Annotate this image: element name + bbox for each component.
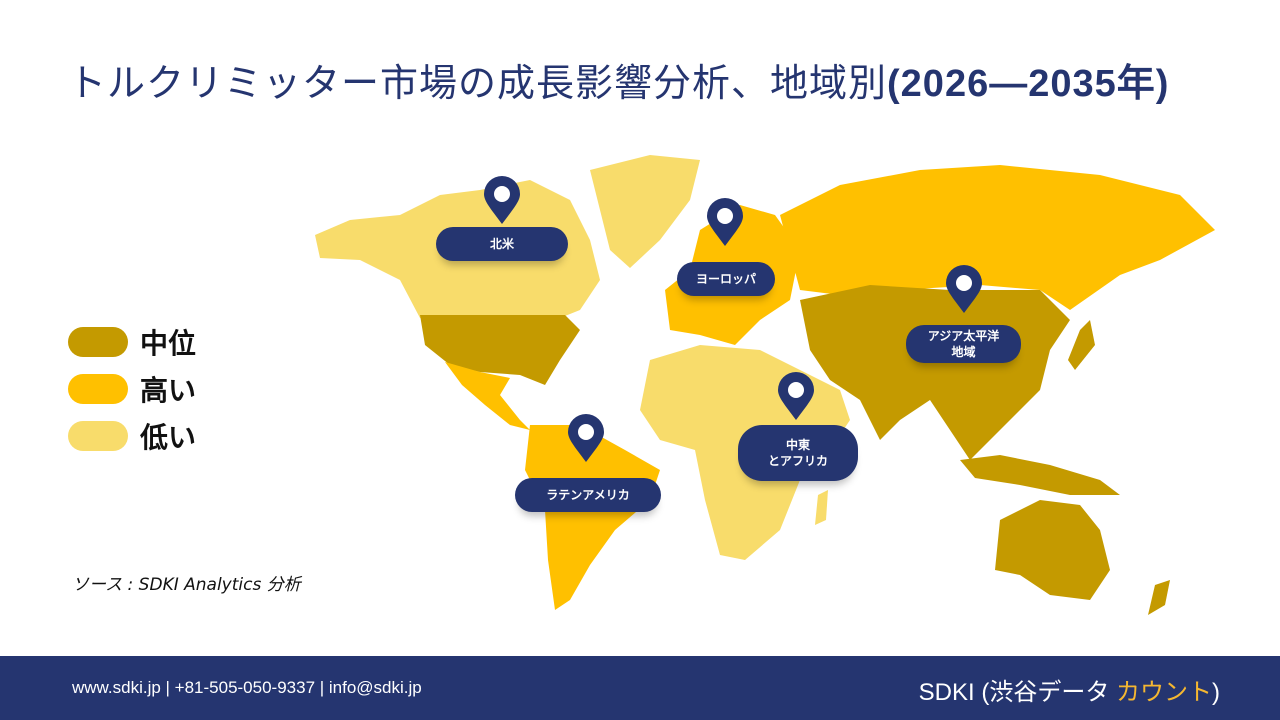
region-south-america — [525, 425, 660, 610]
footer-brand: SDKI (渋谷データ カウント) — [919, 672, 1220, 707]
map-pin-icon — [946, 265, 982, 313]
legend-label: 低い — [140, 420, 197, 454]
title-years: (2026—2035年) — [887, 63, 1170, 105]
footer: www.sdki.jp | +81-505-050-9337 | info@sd… — [0, 656, 1280, 720]
map-pin-icon — [778, 372, 814, 420]
legend-swatch — [68, 420, 128, 451]
legend-swatch — [68, 326, 128, 357]
region-greenland — [590, 155, 700, 268]
brand-accent: カウント — [1116, 679, 1212, 706]
region-label-europe: ヨーロッパ — [677, 262, 775, 296]
brand-suffix: ) — [1212, 679, 1220, 706]
region-usa — [420, 315, 580, 385]
region-indonesia — [960, 455, 1120, 495]
source-note: ソース : SDKI Analytics 分析 — [72, 575, 301, 595]
region-new-zealand — [1148, 580, 1170, 615]
region-japan — [1068, 320, 1095, 370]
region-australia — [995, 500, 1110, 600]
region-label-north-america: 北米 — [436, 227, 568, 261]
legend-label: 高い — [140, 373, 197, 407]
title-text: トルクリミッター市場の成長影響分析、地域別 — [68, 61, 888, 105]
region-madagascar — [815, 490, 828, 525]
legend-item-low: 低い — [68, 412, 196, 459]
region-russia — [780, 165, 1215, 310]
legend: 中位 高い 低い — [68, 318, 196, 459]
region-label-latin-america: ラテンアメリカ — [515, 478, 661, 512]
legend-swatch — [68, 373, 128, 404]
brand-prefix: SDKI (渋谷データ — [918, 679, 1116, 706]
page-title: トルクリミッター市場の成長影響分析、地域別(2026—2035年) — [68, 52, 1169, 107]
region-label-mea: 中東 とアフリカ — [738, 425, 858, 481]
legend-item-mid: 中位 — [68, 318, 196, 365]
legend-label: 中位 — [140, 326, 197, 360]
map-pin-icon — [484, 176, 520, 224]
map-pin-icon — [568, 414, 604, 462]
region-label-asia-pacific: アジア太平洋 地域 — [906, 325, 1021, 363]
legend-item-high: 高い — [68, 365, 196, 412]
region-mexico — [445, 362, 530, 430]
footer-contact: www.sdki.jp | +81-505-050-9337 | info@sd… — [72, 678, 422, 697]
map-pin-icon — [707, 198, 743, 246]
